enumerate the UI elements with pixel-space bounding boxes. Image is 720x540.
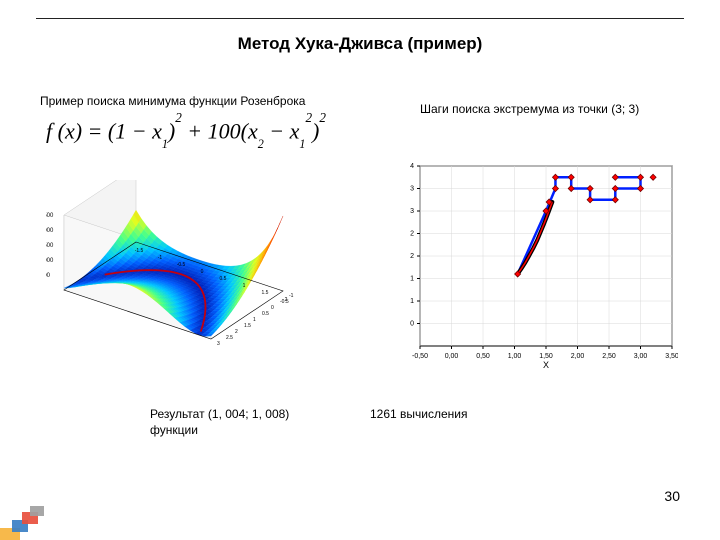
svg-text:3: 3: [410, 208, 414, 215]
svg-text:3,50: 3,50: [665, 353, 678, 360]
slide-decoration-icon: [0, 506, 54, 540]
svg-text:3,00: 3,00: [634, 353, 648, 360]
svg-text:-1.5: -1.5: [135, 248, 144, 254]
svg-text:1,00: 1,00: [508, 353, 522, 360]
svg-text:0: 0: [201, 269, 204, 275]
top-rule: [36, 18, 684, 19]
svg-text:-1: -1: [158, 255, 163, 261]
subtitle-left: Пример поиска минимума функции Розенброк…: [40, 94, 305, 108]
svg-text:0: 0: [410, 321, 414, 328]
svg-text:0: 0: [271, 305, 274, 311]
svg-text:1: 1: [410, 298, 414, 305]
svg-text:1: 1: [410, 276, 414, 283]
svg-text:-1: -1: [289, 293, 294, 299]
svg-text:X: X: [543, 360, 549, 370]
svg-text:4: 4: [410, 163, 414, 170]
svg-text:2000: 2000: [46, 228, 54, 234]
page-title: Метод Хука-Дживса (пример): [0, 34, 720, 54]
steps-chart: -0,50 0,00 0,50 1,00 1,50 2,00 2,50 3,00 3,50 0 1 1…: [384, 160, 678, 370]
result-text: Результат (1, 004; 1, 008): [150, 407, 289, 421]
svg-text:3: 3: [217, 341, 220, 347]
svg-text:-0.5: -0.5: [280, 299, 289, 305]
rosenbrock-surface-plot: 25002000150010005000-1.5-1-0.500.511.52-…: [46, 180, 336, 370]
svg-text:0.5: 0.5: [220, 276, 227, 282]
svg-text:2500: 2500: [46, 213, 54, 219]
svg-text:-0.5: -0.5: [177, 262, 186, 268]
svg-text:2: 2: [410, 231, 414, 238]
calc-count-text: 1261 вычисления: [370, 407, 468, 421]
svg-text:1500: 1500: [46, 243, 54, 249]
page-number: 30: [664, 488, 680, 504]
svg-text:1000: 1000: [46, 258, 54, 264]
rosenbrock-formula: f (x) = (1 − x1)2 + 100(x2 − x12)2: [46, 118, 326, 148]
svg-text:1,50: 1,50: [539, 353, 553, 360]
svg-text:1.5: 1.5: [262, 290, 269, 296]
svg-text:1: 1: [253, 317, 256, 323]
svg-text:2.5: 2.5: [226, 335, 233, 341]
svg-text:-0,50: -0,50: [412, 353, 428, 360]
subtitle-right: Шаги поиска экстремума из точки (3; 3): [420, 102, 639, 116]
svg-text:2,50: 2,50: [602, 353, 616, 360]
svg-text:3: 3: [410, 186, 414, 193]
svg-text:500: 500: [46, 273, 51, 279]
svg-text:1.5: 1.5: [244, 323, 251, 329]
svg-text:0,50: 0,50: [476, 353, 490, 360]
svg-text:2: 2: [235, 329, 238, 335]
svg-text:2,00: 2,00: [571, 353, 585, 360]
svg-text:2: 2: [410, 253, 414, 260]
result-text-line2: функции: [150, 423, 198, 437]
svg-text:0.5: 0.5: [262, 311, 269, 317]
svg-text:1: 1: [243, 283, 246, 289]
svg-text:0,00: 0,00: [445, 353, 459, 360]
